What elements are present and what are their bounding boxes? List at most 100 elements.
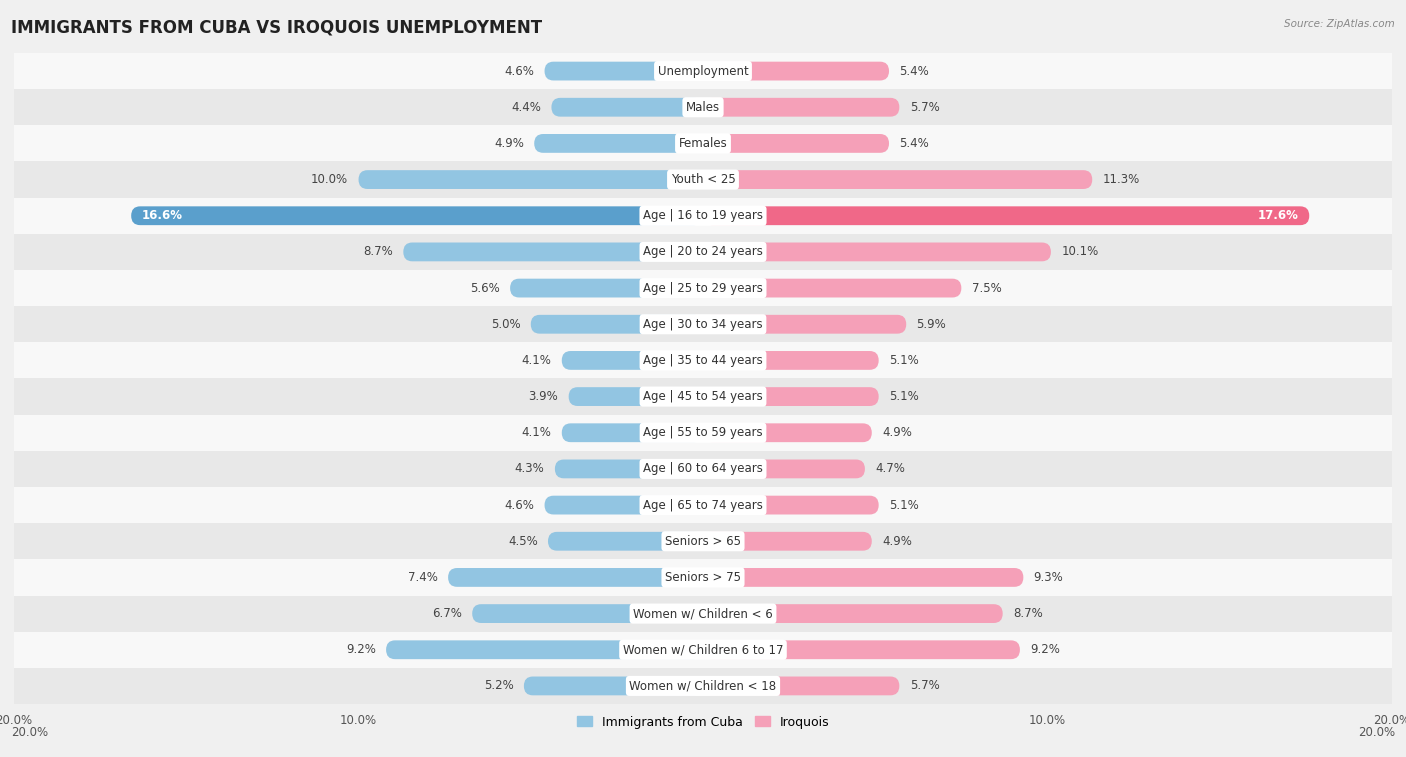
- FancyBboxPatch shape: [387, 640, 703, 659]
- Text: 9.2%: 9.2%: [1031, 643, 1060, 656]
- Text: 5.1%: 5.1%: [889, 354, 918, 367]
- Text: 4.6%: 4.6%: [505, 64, 534, 77]
- Text: 4.5%: 4.5%: [508, 534, 537, 548]
- Text: Seniors > 75: Seniors > 75: [665, 571, 741, 584]
- FancyBboxPatch shape: [703, 351, 879, 370]
- Bar: [14, 198, 1392, 234]
- Text: Source: ZipAtlas.com: Source: ZipAtlas.com: [1284, 19, 1395, 29]
- Bar: [14, 415, 1392, 451]
- Text: Age | 16 to 19 years: Age | 16 to 19 years: [643, 209, 763, 223]
- FancyBboxPatch shape: [131, 207, 703, 225]
- Text: 5.0%: 5.0%: [491, 318, 520, 331]
- FancyBboxPatch shape: [703, 387, 879, 406]
- Bar: [14, 451, 1392, 487]
- Text: Women w/ Children < 6: Women w/ Children < 6: [633, 607, 773, 620]
- FancyBboxPatch shape: [703, 459, 865, 478]
- Text: Women w/ Children < 18: Women w/ Children < 18: [630, 680, 776, 693]
- Text: Seniors > 65: Seniors > 65: [665, 534, 741, 548]
- Bar: [14, 161, 1392, 198]
- FancyBboxPatch shape: [568, 387, 703, 406]
- Text: 3.9%: 3.9%: [529, 390, 558, 403]
- FancyBboxPatch shape: [703, 496, 879, 515]
- Text: 6.7%: 6.7%: [432, 607, 461, 620]
- Bar: [14, 306, 1392, 342]
- Text: 4.9%: 4.9%: [882, 534, 912, 548]
- Text: 17.6%: 17.6%: [1258, 209, 1299, 223]
- FancyBboxPatch shape: [555, 459, 703, 478]
- FancyBboxPatch shape: [703, 677, 900, 696]
- Bar: [14, 596, 1392, 631]
- FancyBboxPatch shape: [359, 170, 703, 189]
- Text: 11.3%: 11.3%: [1102, 173, 1140, 186]
- Bar: [14, 234, 1392, 270]
- Text: 4.1%: 4.1%: [522, 354, 551, 367]
- FancyBboxPatch shape: [548, 532, 703, 550]
- Text: 5.2%: 5.2%: [484, 680, 513, 693]
- Text: 20.0%: 20.0%: [1358, 725, 1395, 739]
- Bar: [14, 342, 1392, 378]
- FancyBboxPatch shape: [703, 423, 872, 442]
- Text: 4.4%: 4.4%: [512, 101, 541, 114]
- Text: 7.4%: 7.4%: [408, 571, 437, 584]
- Text: 9.2%: 9.2%: [346, 643, 375, 656]
- Bar: [14, 559, 1392, 596]
- FancyBboxPatch shape: [472, 604, 703, 623]
- FancyBboxPatch shape: [703, 315, 907, 334]
- Bar: [14, 668, 1392, 704]
- FancyBboxPatch shape: [703, 61, 889, 80]
- FancyBboxPatch shape: [544, 61, 703, 80]
- Text: Youth < 25: Youth < 25: [671, 173, 735, 186]
- Text: Unemployment: Unemployment: [658, 64, 748, 77]
- FancyBboxPatch shape: [703, 532, 872, 550]
- Text: Age | 25 to 29 years: Age | 25 to 29 years: [643, 282, 763, 294]
- Text: 5.1%: 5.1%: [889, 390, 918, 403]
- FancyBboxPatch shape: [510, 279, 703, 298]
- FancyBboxPatch shape: [562, 351, 703, 370]
- Text: 10.1%: 10.1%: [1062, 245, 1098, 258]
- Text: Women w/ Children 6 to 17: Women w/ Children 6 to 17: [623, 643, 783, 656]
- Text: IMMIGRANTS FROM CUBA VS IROQUOIS UNEMPLOYMENT: IMMIGRANTS FROM CUBA VS IROQUOIS UNEMPLO…: [11, 19, 543, 37]
- Text: 4.9%: 4.9%: [494, 137, 524, 150]
- Text: 5.7%: 5.7%: [910, 101, 939, 114]
- Text: 5.7%: 5.7%: [910, 680, 939, 693]
- Text: Age | 35 to 44 years: Age | 35 to 44 years: [643, 354, 763, 367]
- Text: Age | 45 to 54 years: Age | 45 to 54 years: [643, 390, 763, 403]
- Text: 5.6%: 5.6%: [470, 282, 499, 294]
- Text: 5.9%: 5.9%: [917, 318, 946, 331]
- FancyBboxPatch shape: [449, 568, 703, 587]
- Legend: Immigrants from Cuba, Iroquois: Immigrants from Cuba, Iroquois: [571, 711, 835, 734]
- Bar: [14, 523, 1392, 559]
- FancyBboxPatch shape: [404, 242, 703, 261]
- Text: 8.7%: 8.7%: [363, 245, 392, 258]
- Text: Males: Males: [686, 101, 720, 114]
- Text: 5.4%: 5.4%: [900, 137, 929, 150]
- FancyBboxPatch shape: [551, 98, 703, 117]
- FancyBboxPatch shape: [703, 640, 1019, 659]
- FancyBboxPatch shape: [703, 242, 1050, 261]
- FancyBboxPatch shape: [703, 279, 962, 298]
- FancyBboxPatch shape: [524, 677, 703, 696]
- Text: 4.7%: 4.7%: [875, 463, 905, 475]
- Text: 8.7%: 8.7%: [1012, 607, 1043, 620]
- FancyBboxPatch shape: [703, 568, 1024, 587]
- Bar: [14, 631, 1392, 668]
- Text: 9.3%: 9.3%: [1033, 571, 1063, 584]
- FancyBboxPatch shape: [703, 170, 1092, 189]
- Text: 5.1%: 5.1%: [889, 499, 918, 512]
- FancyBboxPatch shape: [531, 315, 703, 334]
- Text: 7.5%: 7.5%: [972, 282, 1001, 294]
- FancyBboxPatch shape: [703, 604, 1002, 623]
- Text: 20.0%: 20.0%: [11, 725, 48, 739]
- Text: 4.3%: 4.3%: [515, 463, 544, 475]
- Bar: [14, 126, 1392, 161]
- Text: Age | 60 to 64 years: Age | 60 to 64 years: [643, 463, 763, 475]
- FancyBboxPatch shape: [703, 98, 900, 117]
- Text: 10.0%: 10.0%: [311, 173, 349, 186]
- Text: Age | 65 to 74 years: Age | 65 to 74 years: [643, 499, 763, 512]
- FancyBboxPatch shape: [703, 134, 889, 153]
- Text: 4.1%: 4.1%: [522, 426, 551, 439]
- Text: Females: Females: [679, 137, 727, 150]
- Bar: [14, 378, 1392, 415]
- Bar: [14, 487, 1392, 523]
- FancyBboxPatch shape: [534, 134, 703, 153]
